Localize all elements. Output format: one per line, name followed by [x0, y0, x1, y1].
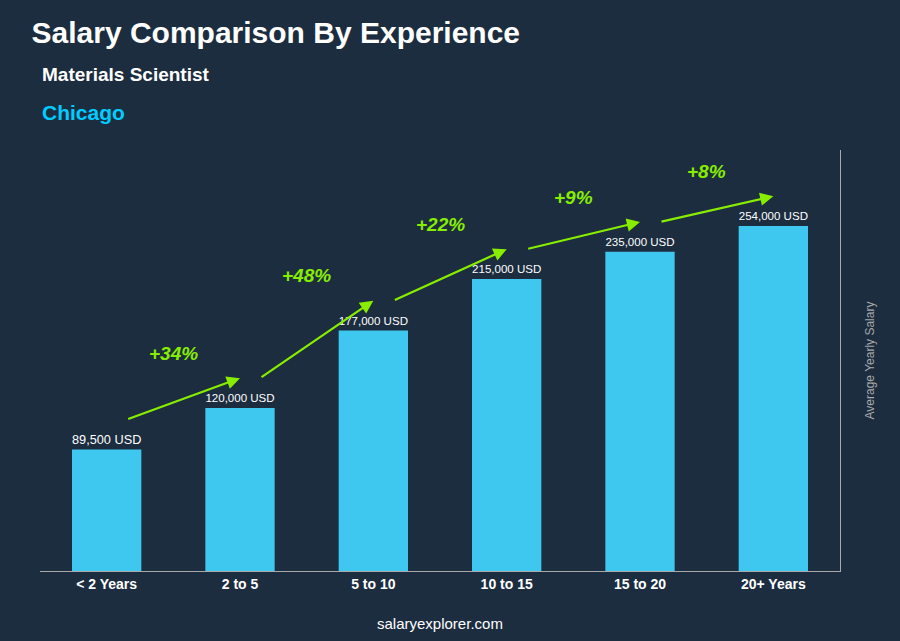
- svg-text:< 2 Years: < 2 Years: [76, 576, 137, 592]
- svg-text:254,000 USD: 254,000 USD: [739, 210, 808, 222]
- svg-text:177,000 USD: 177,000 USD: [339, 315, 408, 327]
- svg-text:+8%: +8%: [687, 161, 726, 182]
- svg-text:+9%: +9%: [554, 187, 593, 208]
- svg-text:89,500 USD: 89,500 USD: [72, 432, 141, 447]
- svg-text:120,000 USD: 120,000 USD: [205, 392, 274, 404]
- svg-text:215,000 USD: 215,000 USD: [472, 263, 541, 275]
- svg-text:235,000 USD: 235,000 USD: [605, 236, 674, 248]
- svg-text:+34%: +34%: [149, 343, 198, 364]
- svg-text:5 to 10: 5 to 10: [351, 576, 396, 592]
- svg-text:2 to 5: 2 to 5: [222, 576, 259, 592]
- svg-text:Materials Scientist: Materials Scientist: [42, 64, 210, 85]
- svg-text:+48%: +48%: [282, 265, 331, 286]
- svg-text:Chicago: Chicago: [42, 101, 125, 124]
- svg-text:Average Yearly Salary: Average Yearly Salary: [863, 302, 877, 420]
- svg-text:Salary Comparison By Experienc: Salary Comparison By Experience: [32, 16, 521, 49]
- svg-text:10 to 15: 10 to 15: [481, 576, 533, 592]
- svg-text:15 to 20: 15 to 20: [614, 576, 666, 592]
- svg-text:salaryexplorer.com: salaryexplorer.com: [377, 615, 503, 632]
- svg-text:+22%: +22%: [416, 214, 465, 235]
- svg-text:20+ Years: 20+ Years: [741, 576, 806, 592]
